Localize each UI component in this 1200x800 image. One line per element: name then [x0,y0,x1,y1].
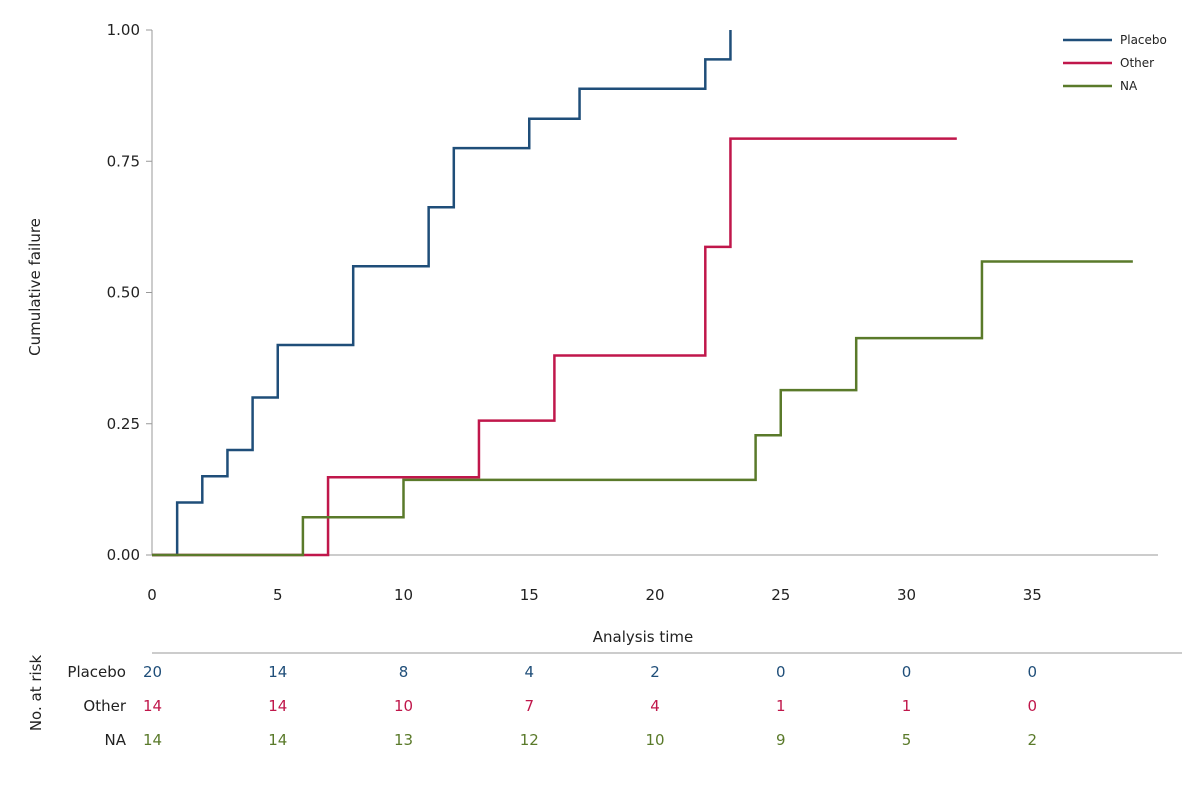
risk-cell: 2 [650,663,660,681]
legend-label: Other [1120,56,1154,70]
x-tick-label: 20 [645,586,664,604]
risk-cell: 14 [268,663,287,681]
legend-label: Placebo [1120,33,1167,47]
y-tick-label: 0.00 [107,546,140,564]
x-tick-label: 15 [520,586,539,604]
y-tick-label: 1.00 [107,21,140,39]
series-layer [152,30,1133,557]
risk-row-label: Placebo [67,663,126,681]
axes-layer: 0.00 0.25 0.50 0.75 1.00 0 5 10 15 20 25 30 35 [107,21,1158,604]
risk-cell: 2 [1027,731,1037,749]
risk-cell: 14 [143,697,162,715]
series-line-other [152,137,957,557]
risk-cell: 1 [776,697,786,715]
risk-cell: 8 [399,663,409,681]
risk-cell: 0 [1027,697,1037,715]
series-line-na [152,260,1133,557]
x-tick-label: 5 [273,586,283,604]
series-line-placebo [152,30,732,557]
risk-table-title: No. at risk [27,655,45,732]
risk-cell: 1 [902,697,912,715]
x-tick-label: 25 [771,586,790,604]
y-axis-title: Cumulative failure [26,218,44,356]
risk-cell: 0 [902,663,912,681]
risk-cell: 4 [524,663,534,681]
risk-cell: 0 [1027,663,1037,681]
risk-cell: 12 [520,731,539,749]
risk-row-label: Other [83,697,126,715]
risk-cell: 14 [143,731,162,749]
risk-cell: 4 [650,697,660,715]
risk-cell: 5 [902,731,912,749]
risk-row-label: NA [105,731,127,749]
x-tick-label: 0 [147,586,157,604]
risk-cell: 7 [524,697,534,715]
legend-label: NA [1120,79,1138,93]
risk-cell: 10 [645,731,664,749]
risk-cell: 14 [268,731,287,749]
risk-cell: 20 [143,663,162,681]
legend: Placebo Other NA [1063,33,1167,93]
y-tick-label: 0.50 [107,284,140,302]
risk-cell: 10 [394,697,413,715]
x-axis-title: Analysis time [593,628,693,646]
risk-cell: 14 [268,697,287,715]
y-tick-label: 0.25 [107,415,140,433]
x-tick-label: 10 [394,586,413,604]
risk-cell: 13 [394,731,413,749]
risk-cell: 9 [776,731,786,749]
x-tick-label: 35 [1023,586,1042,604]
y-tick-label: 0.75 [107,152,140,170]
x-tick-label: 30 [897,586,916,604]
risk-cell: 0 [776,663,786,681]
